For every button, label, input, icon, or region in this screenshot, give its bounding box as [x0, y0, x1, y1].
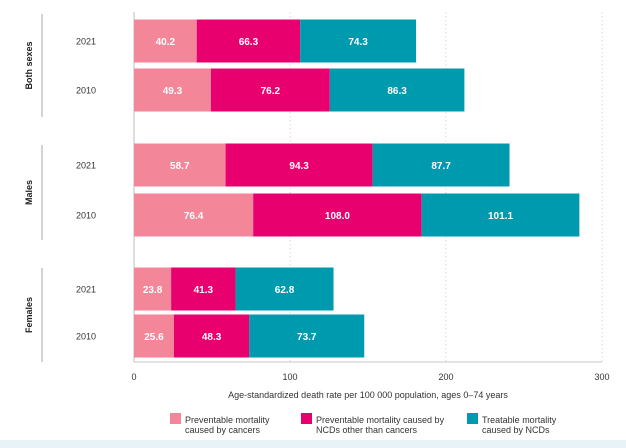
legend-label-1-1: NCDs other than cancers: [316, 425, 418, 435]
row-year-label-2-1: 2010: [76, 332, 96, 342]
legend-label-0-0: Preventable mortality: [185, 415, 270, 425]
x-tick-label-100: 100: [282, 372, 297, 382]
bar-segment-1-0-2: [372, 143, 510, 187]
data-label-0-0-1: 66.3: [239, 37, 259, 48]
data-label-0-0-0: 40.2: [156, 37, 176, 48]
bar-segment-2-0-1: [171, 267, 236, 311]
data-label-2-0-1: 41.3: [194, 285, 214, 296]
bar-segment-0-0-1: [196, 19, 301, 63]
bar-segment-1-0-1: [225, 143, 373, 187]
data-label-2-1-2: 73.7: [297, 332, 317, 343]
x-tick-label-200: 200: [438, 372, 453, 382]
row-year-label-1-1: 2010: [76, 211, 96, 221]
row-year-label-0-1: 2010: [76, 86, 96, 96]
x-axis-title: Age-standardized death rate per 100 000 …: [228, 390, 508, 400]
data-label-1-1-1: 108.0: [325, 211, 350, 222]
bar-segment-1-1-2: [421, 193, 580, 237]
group-label-2: Females: [24, 297, 34, 333]
data-label-1-0-1: 94.3: [289, 161, 309, 172]
group-label-0: Both sexes: [24, 41, 34, 89]
legend-label-2-1: caused by NCDs: [482, 425, 550, 435]
bar-segment-1-1-1: [253, 193, 422, 237]
row-year-label-0-0: 2021: [76, 37, 96, 47]
x-tick-label-300: 300: [594, 372, 609, 382]
bar-segment-0-1-1: [210, 68, 330, 112]
bar-segment-0-1-0: [134, 68, 211, 112]
legend-label-2-0: Treatable mortality: [482, 415, 557, 425]
x-tick-label-0: 0: [131, 372, 136, 382]
bar-segment-1-1-0: [134, 193, 254, 237]
bar-segment-1-0-0: [134, 143, 226, 187]
data-label-0-1-1: 76.2: [261, 86, 281, 97]
data-label-1-0-0: 58.7: [170, 161, 190, 172]
data-label-2-0-2: 62.8: [275, 285, 295, 296]
data-label-2-1-1: 48.3: [202, 332, 222, 343]
data-label-1-1-0: 76.4: [184, 211, 204, 222]
data-label-1-0-2: 87.7: [431, 161, 451, 172]
bar-segment-2-1-0: [134, 314, 174, 358]
data-label-2-0-0: 23.8: [143, 285, 163, 296]
legend-swatch-2: [467, 413, 478, 424]
bar-segment-2-0-2: [235, 267, 334, 311]
legend-swatch-0: [170, 413, 181, 424]
bar-segment-2-1-1: [173, 314, 250, 358]
bottom-band: [0, 440, 626, 448]
bar-segment-0-0-0: [134, 19, 197, 63]
row-year-label-2-0: 2021: [76, 285, 96, 295]
data-label-0-1-2: 86.3: [387, 86, 407, 97]
bar-segment-0-1-2: [329, 68, 465, 112]
group-label-1: Males: [24, 180, 34, 205]
bar-segment-2-1-2: [249, 314, 365, 358]
data-label-1-1-2: 101.1: [488, 211, 513, 222]
data-label-0-1-0: 49.3: [163, 86, 183, 97]
legend-swatch-1: [301, 413, 312, 424]
data-label-0-0-2: 74.3: [348, 37, 368, 48]
row-year-label-1-0: 2021: [76, 161, 96, 171]
data-label-2-1-0: 25.6: [144, 332, 164, 343]
legend-label-1-0: Preventable mortality caused by: [316, 415, 445, 425]
bar-segment-2-0-0: [134, 267, 172, 311]
legend-label-0-1: caused by cancers: [185, 425, 261, 435]
bar-segment-0-0-2: [300, 19, 417, 63]
